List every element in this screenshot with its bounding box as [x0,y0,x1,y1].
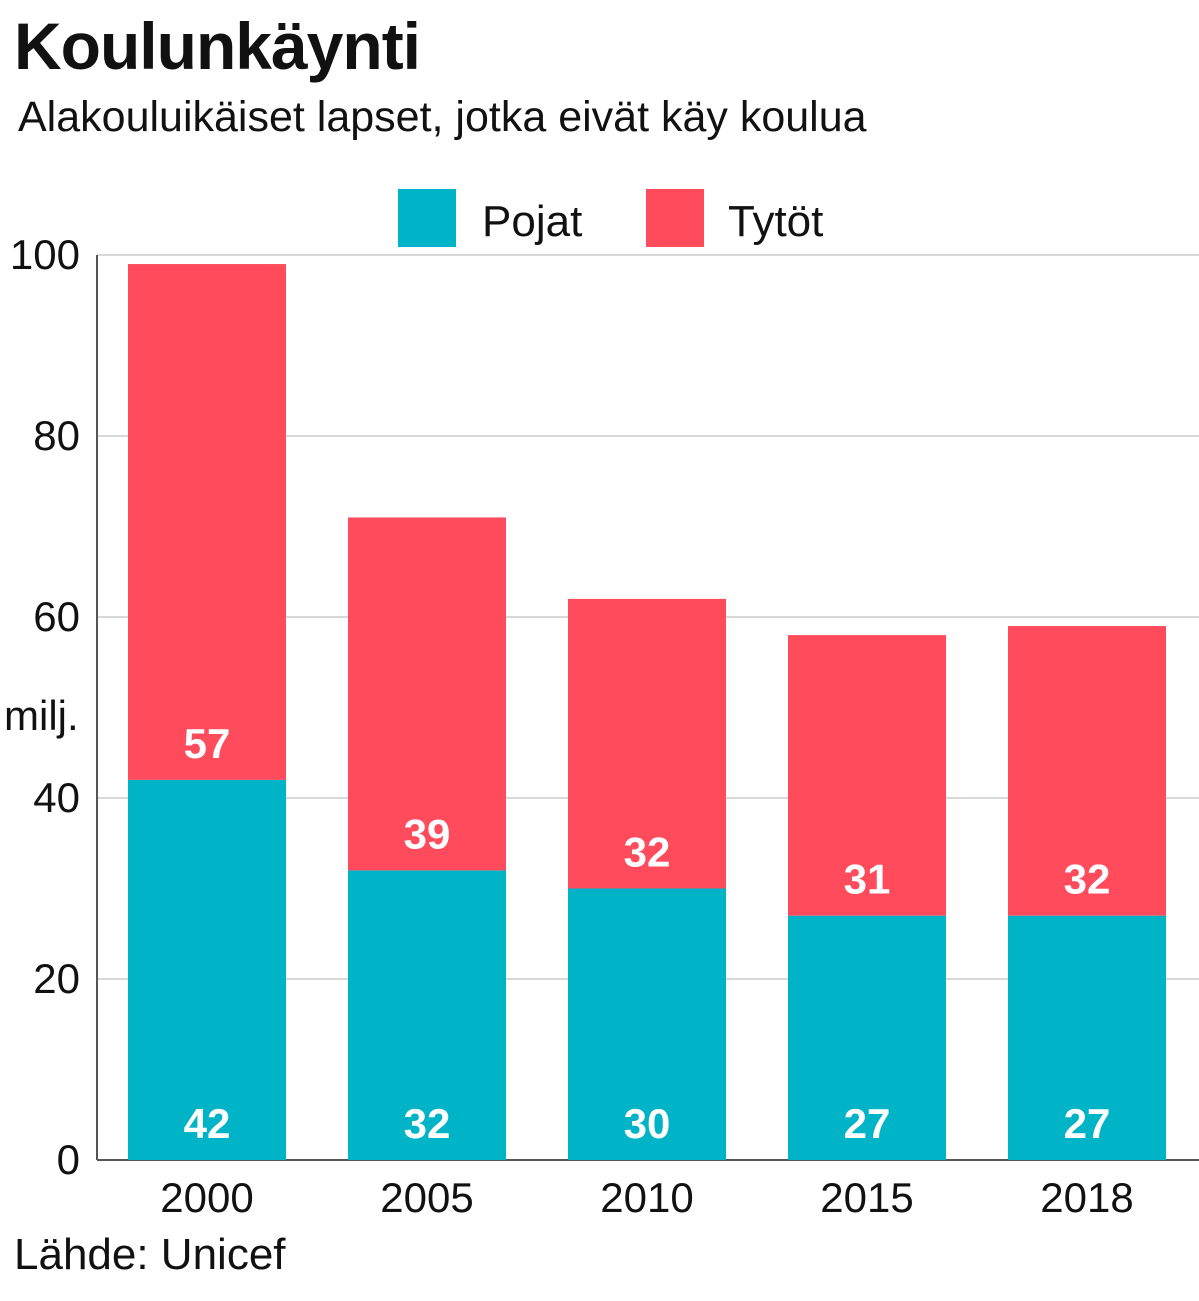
value-label-girls-2005: 39 [404,810,451,857]
value-label-boys-2005: 32 [404,1100,451,1147]
bar-boys-2015 [788,915,946,1160]
value-label-boys-2000: 42 [184,1100,231,1147]
bar-boys-2018 [1008,915,1166,1160]
y-axis-ticks: 0 20 40 60 80 100 [10,231,80,1183]
x-axis-ticks: 2000 2005 2010 2015 2018 [160,1174,1133,1221]
bar-girls-2005 [348,517,506,871]
legend-swatch-girls [646,189,704,247]
bar-boys-2000 [128,779,286,1160]
y-axis-unit-label: milj. [4,692,79,739]
legend-label-girls: Tytöt [728,197,823,246]
y-tick-label-80: 80 [33,412,80,459]
legend: Pojat Tytöt [398,189,823,247]
y-tick-label-60: 60 [33,593,80,640]
value-label-girls-2010: 32 [624,829,671,876]
value-label-girls-2015: 31 [844,856,891,903]
bar-girls-2000 [128,264,286,780]
bars: 42 57 32 39 30 32 27 31 27 32 [128,264,1166,1160]
chart-title: Koulunkäynti [14,9,421,83]
y-tick-label-0: 0 [57,1136,80,1183]
x-tick-label-2015: 2015 [820,1174,913,1221]
y-tick-label-100: 100 [10,231,80,278]
x-tick-label-2005: 2005 [380,1174,473,1221]
bar-boys-2010 [568,888,726,1160]
chart-subtitle: Alakouluikäiset lapset, jotka eivät käy … [18,93,867,141]
y-tick-label-40: 40 [33,774,80,821]
value-label-girls-2000: 57 [184,720,231,767]
bar-girls-2015 [788,635,946,916]
bar-girls-2018 [1008,626,1166,916]
x-tick-label-2010: 2010 [600,1174,693,1221]
y-tick-label-20: 20 [33,955,80,1002]
value-label-boys-2010: 30 [624,1100,671,1147]
value-label-boys-2018: 27 [1064,1100,1111,1147]
source-note: Lähde: Unicef [14,1230,286,1279]
bar-girls-2010 [568,598,726,889]
x-tick-label-2018: 2018 [1040,1174,1133,1221]
legend-label-boys: Pojat [482,197,582,246]
x-tick-label-2000: 2000 [160,1174,253,1221]
bar-boys-2005 [348,870,506,1160]
value-label-girls-2018: 32 [1064,856,1111,903]
legend-swatch-boys [398,189,456,247]
value-label-boys-2015: 27 [844,1100,891,1147]
